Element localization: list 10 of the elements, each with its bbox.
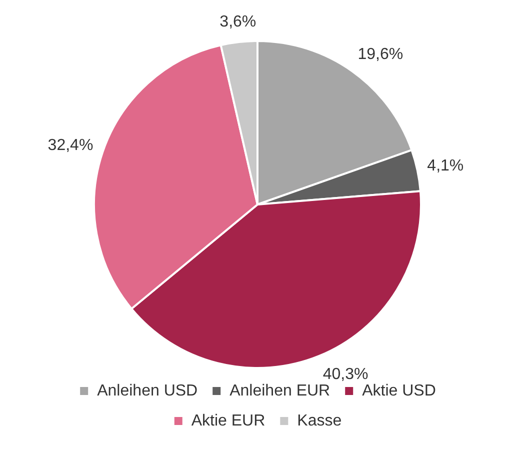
legend-label: Aktie USD — [362, 382, 436, 400]
legend-label: Kasse — [297, 412, 342, 430]
legend-label: Anleihen EUR — [230, 382, 330, 400]
data-label: 3,6% — [220, 14, 256, 31]
data-label: 4,1% — [427, 158, 464, 175]
legend-label: Anleihen USD — [97, 382, 198, 400]
legend-label: Aktie EUR — [191, 412, 266, 430]
data-label: 40,3% — [322, 366, 368, 383]
data-label: 32,4% — [48, 137, 94, 154]
data-label: 19,6% — [358, 46, 404, 64]
